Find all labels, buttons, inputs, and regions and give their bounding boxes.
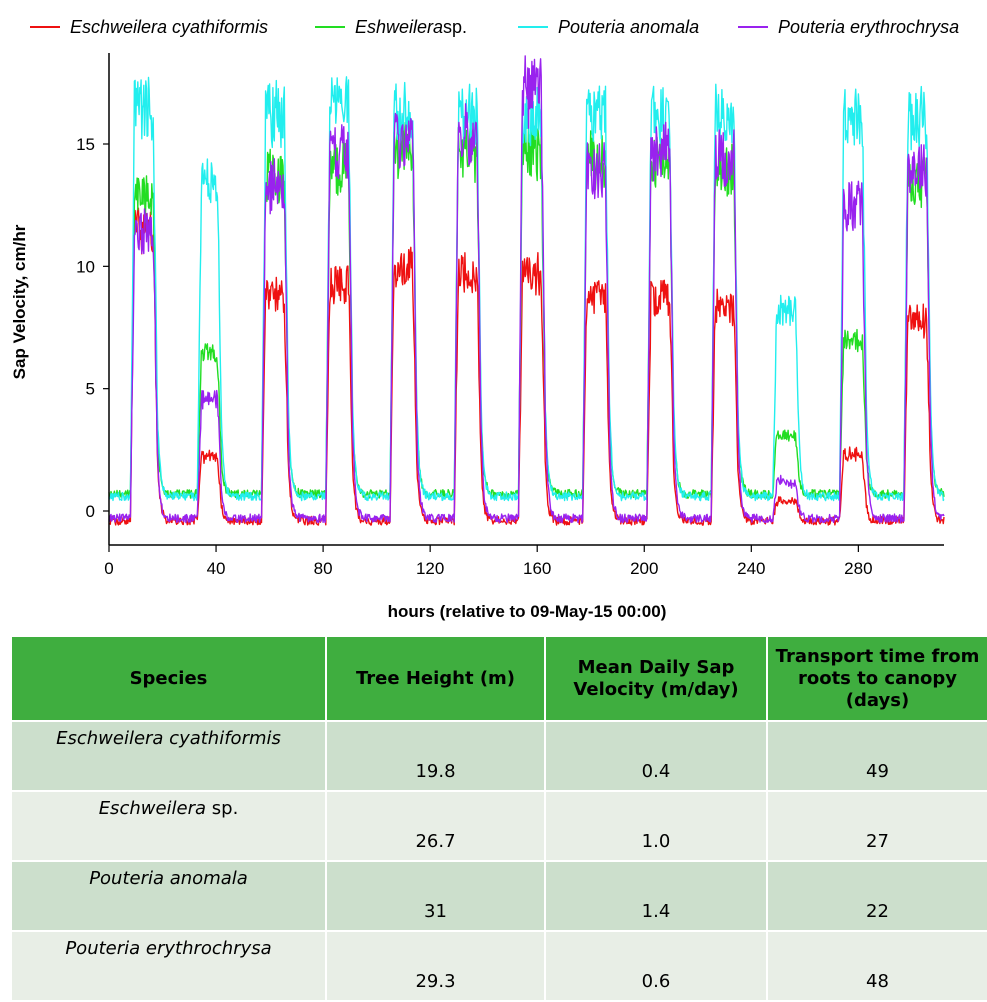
series-line-pouteria-erythrochrysa [108, 55, 945, 524]
y-axis-title: Sap Velocity, cm/hr [10, 224, 29, 379]
legend-swatch [518, 26, 548, 28]
cell-velocity: 1.4 [544, 860, 768, 932]
species-name: Pouteria erythrochrysa [65, 938, 272, 959]
header-tree-height: Tree Height (m) [325, 635, 546, 722]
legend-swatch [315, 26, 345, 28]
x-tick-label: 80 [314, 559, 333, 578]
y-tick-label: 0 [86, 502, 95, 521]
cell-height: 31 [325, 860, 546, 932]
x-tick-label: 280 [844, 559, 872, 578]
y-tick-label: 15 [76, 135, 95, 154]
legend-item-pouteria-anomala: Pouteria anomala [518, 12, 699, 42]
x-tick-label: 160 [523, 559, 551, 578]
table-header-row: Species Tree Height (m) Mean Daily Sap V… [10, 635, 987, 722]
series-line-eschweilera-cyathiformis [108, 207, 945, 526]
y-tick-label: 10 [76, 257, 95, 276]
cell-velocity: 1.0 [544, 790, 768, 862]
x-tick-label: 200 [630, 559, 658, 578]
x-tick-label: 40 [207, 559, 226, 578]
legend-label-suffix: sp. [443, 16, 468, 37]
series-line-eshweilera-sp [108, 121, 945, 499]
table-row: Pouteria anomala 31 1.4 22 [10, 860, 987, 932]
series-line-pouteria-anomala [108, 76, 945, 502]
cell-transport: 48 [766, 930, 987, 1002]
x-axis-title: hours (relative to 09-May-15 00:00) [388, 602, 667, 621]
x-axis-ticks: 0 40 80 120 160 200 240 280 [104, 545, 873, 578]
cell-species: Pouteria anomala [10, 860, 327, 932]
x-tick-label: 120 [416, 559, 444, 578]
cell-species: Eschweilera cyathiformis [10, 720, 327, 792]
cell-height: 19.8 [325, 720, 546, 792]
header-mean-daily-sap-velocity: Mean Daily Sap Velocity (m/day) [544, 635, 768, 722]
cell-transport: 27 [766, 790, 987, 862]
species-table: Species Tree Height (m) Mean Daily Sap V… [10, 635, 987, 1002]
species-name: Pouteria anomala [89, 868, 248, 889]
legend-label: Pouteria erythrochrysa [778, 16, 960, 37]
legend-swatch [738, 26, 768, 28]
legend-item-pouteria-erythrochrysa: Pouteria erythrochrysa [738, 12, 959, 42]
x-tick-label: 0 [104, 559, 113, 578]
cell-velocity: 0.4 [544, 720, 768, 792]
table-row: Eschweilera sp. 26.7 1.0 27 [10, 790, 987, 862]
cell-species: Pouteria erythrochrysa [10, 930, 327, 1002]
cell-transport: 22 [766, 860, 987, 932]
cell-velocity: 0.6 [544, 930, 768, 1002]
header-species: Species [10, 635, 327, 722]
legend-item-eschweilera-cyathiformis: Eschweilera cyathiformis [30, 12, 268, 42]
legend-label: Eshweilera [355, 16, 444, 37]
x-tick-label: 240 [737, 559, 765, 578]
cell-height: 29.3 [325, 930, 546, 1002]
table-row: Eschweilera cyathiformis 19.8 0.4 49 [10, 720, 987, 792]
cell-transport: 49 [766, 720, 987, 792]
table-row: Pouteria erythrochrysa 29.3 0.6 48 [10, 930, 987, 1002]
sap-velocity-chart: 0 40 80 120 160 200 240 280 0 5 10 15 hours (relat… [10, 53, 945, 621]
species-suffix: sp. [206, 798, 239, 819]
chart-legend: Eschweilera cyathiformis Eshweilera sp. … [0, 12, 987, 42]
y-axis-ticks: 0 5 10 15 [76, 135, 109, 521]
legend-label: Eschweilera cyathiformis [70, 16, 269, 37]
y-tick-label: 5 [86, 380, 95, 399]
legend-swatch [30, 26, 60, 28]
species-name: Eschweilera [98, 798, 207, 819]
legend-label: Pouteria anomala [558, 16, 700, 37]
legend-item-eshweilera-sp: Eshweilera sp. [315, 12, 467, 42]
series-layer [108, 55, 945, 526]
header-transport-time: Transport time from roots to canopy (day… [766, 635, 987, 722]
species-name: Eschweilera cyathiformis [56, 728, 281, 749]
cell-species: Eschweilera sp. [10, 790, 327, 862]
cell-height: 26.7 [325, 790, 546, 862]
